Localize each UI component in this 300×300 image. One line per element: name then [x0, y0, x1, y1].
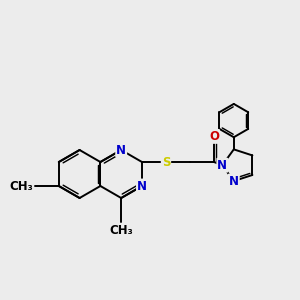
Text: N: N [229, 175, 239, 188]
Text: S: S [162, 155, 170, 169]
Text: CH₃: CH₃ [109, 224, 133, 237]
Text: CH₃: CH₃ [10, 179, 33, 193]
Text: N: N [116, 143, 126, 157]
Text: N: N [217, 159, 227, 172]
Text: N: N [137, 179, 147, 193]
Text: O: O [209, 130, 219, 143]
